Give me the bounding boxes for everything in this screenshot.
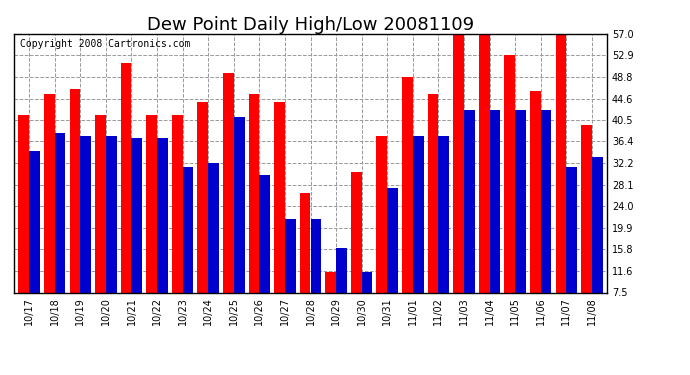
- Title: Dew Point Daily High/Low 20081109: Dew Point Daily High/Low 20081109: [147, 16, 474, 34]
- Bar: [95, 115, 106, 332]
- Bar: [541, 110, 551, 332]
- Bar: [351, 172, 362, 332]
- Bar: [299, 193, 310, 332]
- Bar: [504, 55, 515, 332]
- Bar: [387, 188, 398, 332]
- Bar: [106, 136, 117, 332]
- Bar: [489, 110, 500, 332]
- Bar: [208, 164, 219, 332]
- Bar: [234, 117, 244, 332]
- Bar: [530, 91, 541, 332]
- Bar: [581, 125, 592, 332]
- Bar: [19, 115, 29, 332]
- Text: Copyright 2008 Cartronics.com: Copyright 2008 Cartronics.com: [20, 39, 190, 49]
- Bar: [29, 152, 40, 332]
- Bar: [197, 102, 208, 332]
- Bar: [310, 219, 322, 332]
- Bar: [377, 136, 387, 332]
- Bar: [592, 157, 602, 332]
- Bar: [274, 102, 285, 332]
- Bar: [80, 136, 91, 332]
- Bar: [183, 167, 193, 332]
- Bar: [55, 133, 66, 332]
- Bar: [248, 94, 259, 332]
- Bar: [325, 272, 336, 332]
- Bar: [336, 248, 347, 332]
- Bar: [428, 94, 438, 332]
- Bar: [453, 34, 464, 332]
- Bar: [259, 175, 270, 332]
- Bar: [479, 34, 489, 332]
- Bar: [121, 63, 132, 332]
- Bar: [362, 272, 373, 332]
- Bar: [70, 88, 80, 332]
- Bar: [157, 138, 168, 332]
- Bar: [146, 115, 157, 332]
- Bar: [438, 136, 449, 332]
- Bar: [132, 138, 142, 332]
- Bar: [44, 94, 55, 332]
- Bar: [566, 167, 577, 332]
- Bar: [555, 34, 566, 332]
- Bar: [413, 136, 424, 332]
- Bar: [402, 76, 413, 332]
- Bar: [464, 110, 475, 332]
- Bar: [285, 219, 295, 332]
- Bar: [515, 110, 526, 332]
- Bar: [223, 73, 234, 332]
- Bar: [172, 115, 183, 332]
